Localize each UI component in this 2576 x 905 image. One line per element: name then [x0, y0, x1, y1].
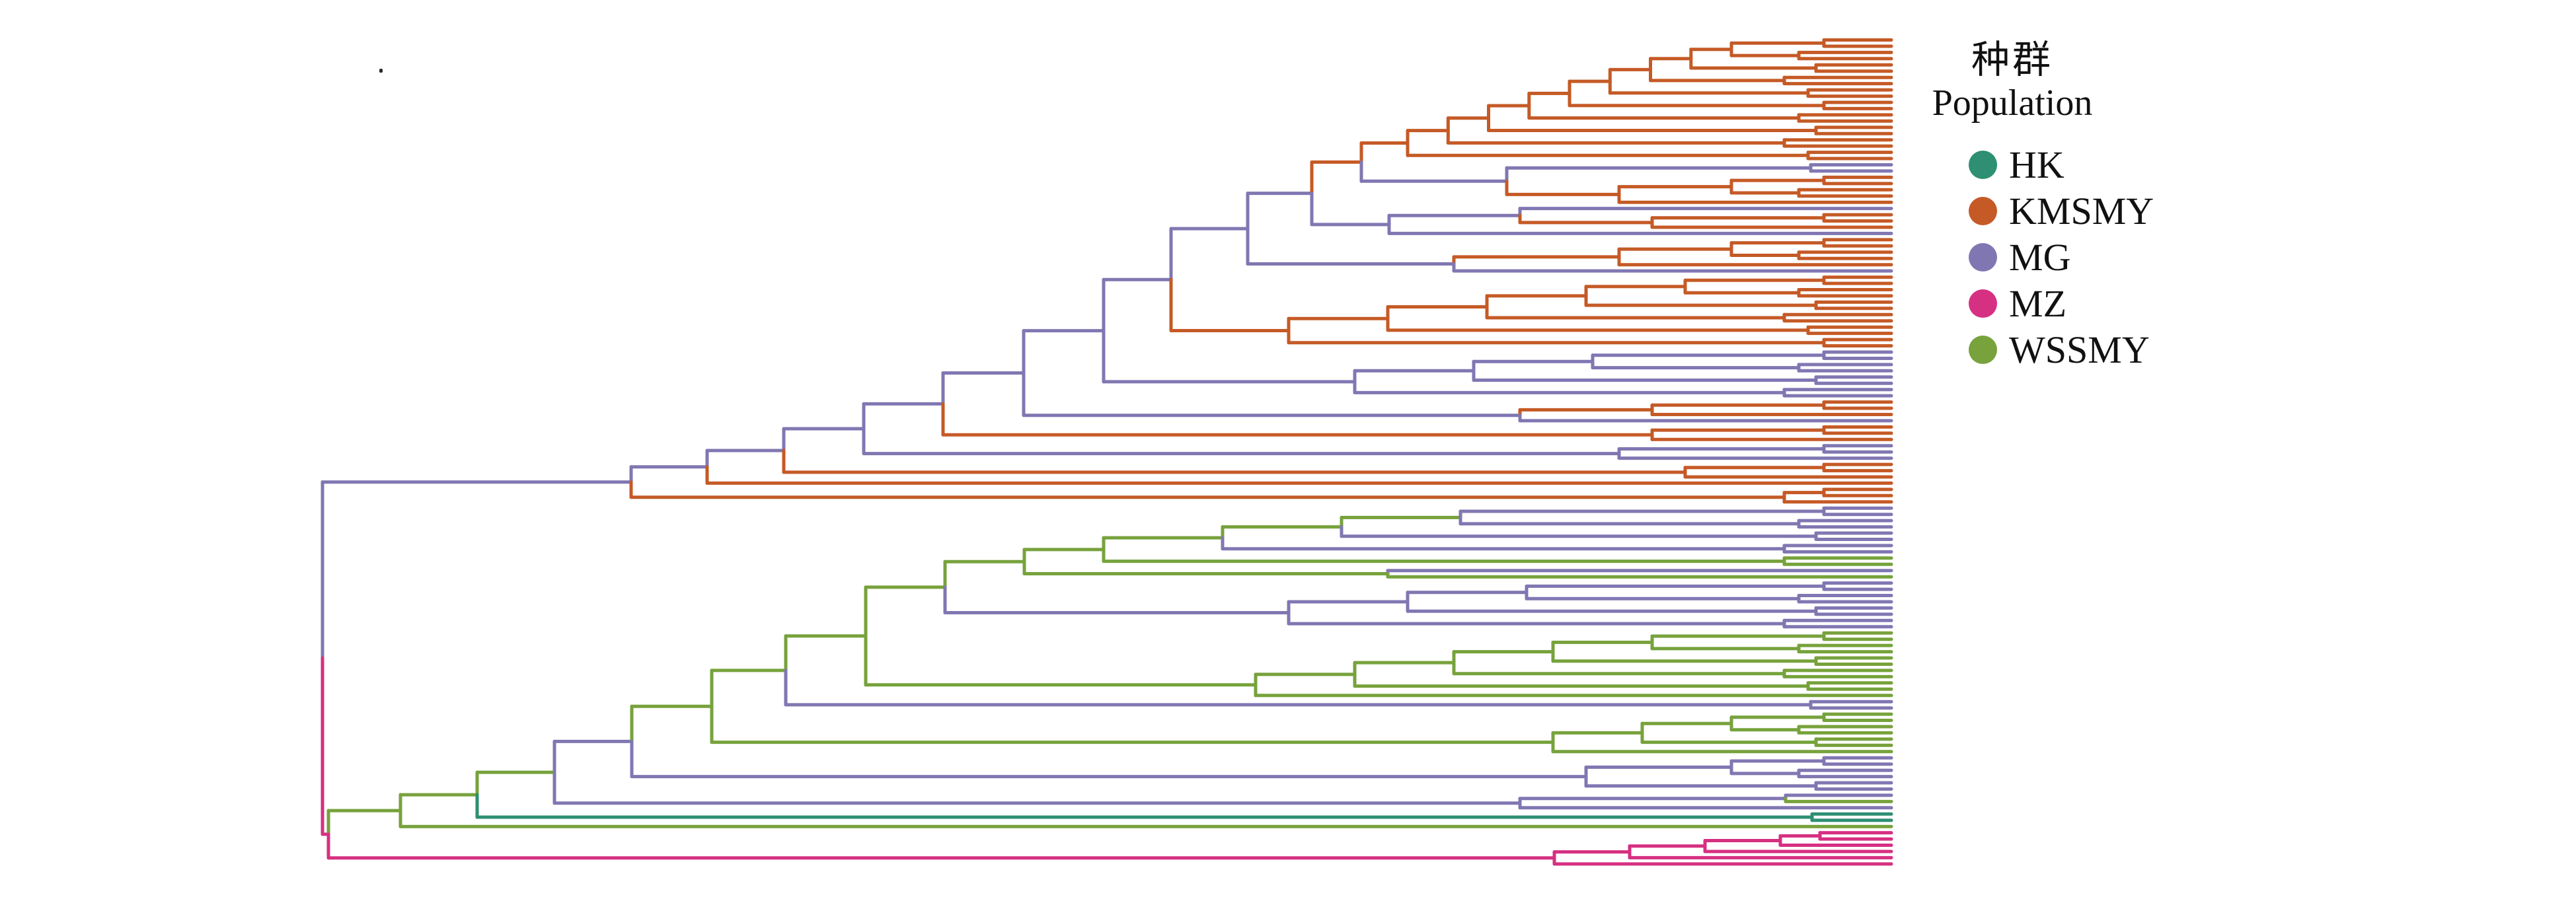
legend-swatch-circle-icon — [1969, 335, 1997, 364]
legend-item-label: MZ — [2009, 281, 2066, 325]
legend: 种群 Population HK KMSMY MG MZ WSSMY — [1903, 38, 2154, 373]
stray-dot-artifact — [379, 69, 383, 73]
legend-swatch-circle-icon — [1969, 196, 1997, 225]
legend-item-mg: MG — [1903, 234, 2121, 280]
legend-item-kmsmy: KMSMY — [1903, 188, 2154, 234]
legend-item-label: MG — [2009, 235, 2071, 279]
legend-swatch-circle-icon — [1969, 242, 1997, 272]
legend-item-label: HK — [2009, 143, 2065, 186]
legend-item-mz: MZ — [1903, 280, 2121, 326]
legend-item-list: HK KMSMY MG MZ WSSMY — [1903, 141, 2154, 373]
legend-item-label: KMSMY — [2009, 189, 2154, 233]
legend-swatch-circle-icon — [1969, 150, 1997, 179]
legend-item-label: WSSMY — [2009, 328, 2150, 371]
legend-title-chinese: 种群 — [1971, 38, 2053, 81]
legend-item-hk: HK — [1903, 141, 2121, 188]
legend-item-wssmy: WSSMY — [1903, 326, 2150, 373]
legend-title-english: Population — [1932, 83, 2093, 124]
legend-swatch-circle-icon — [1969, 289, 1997, 318]
